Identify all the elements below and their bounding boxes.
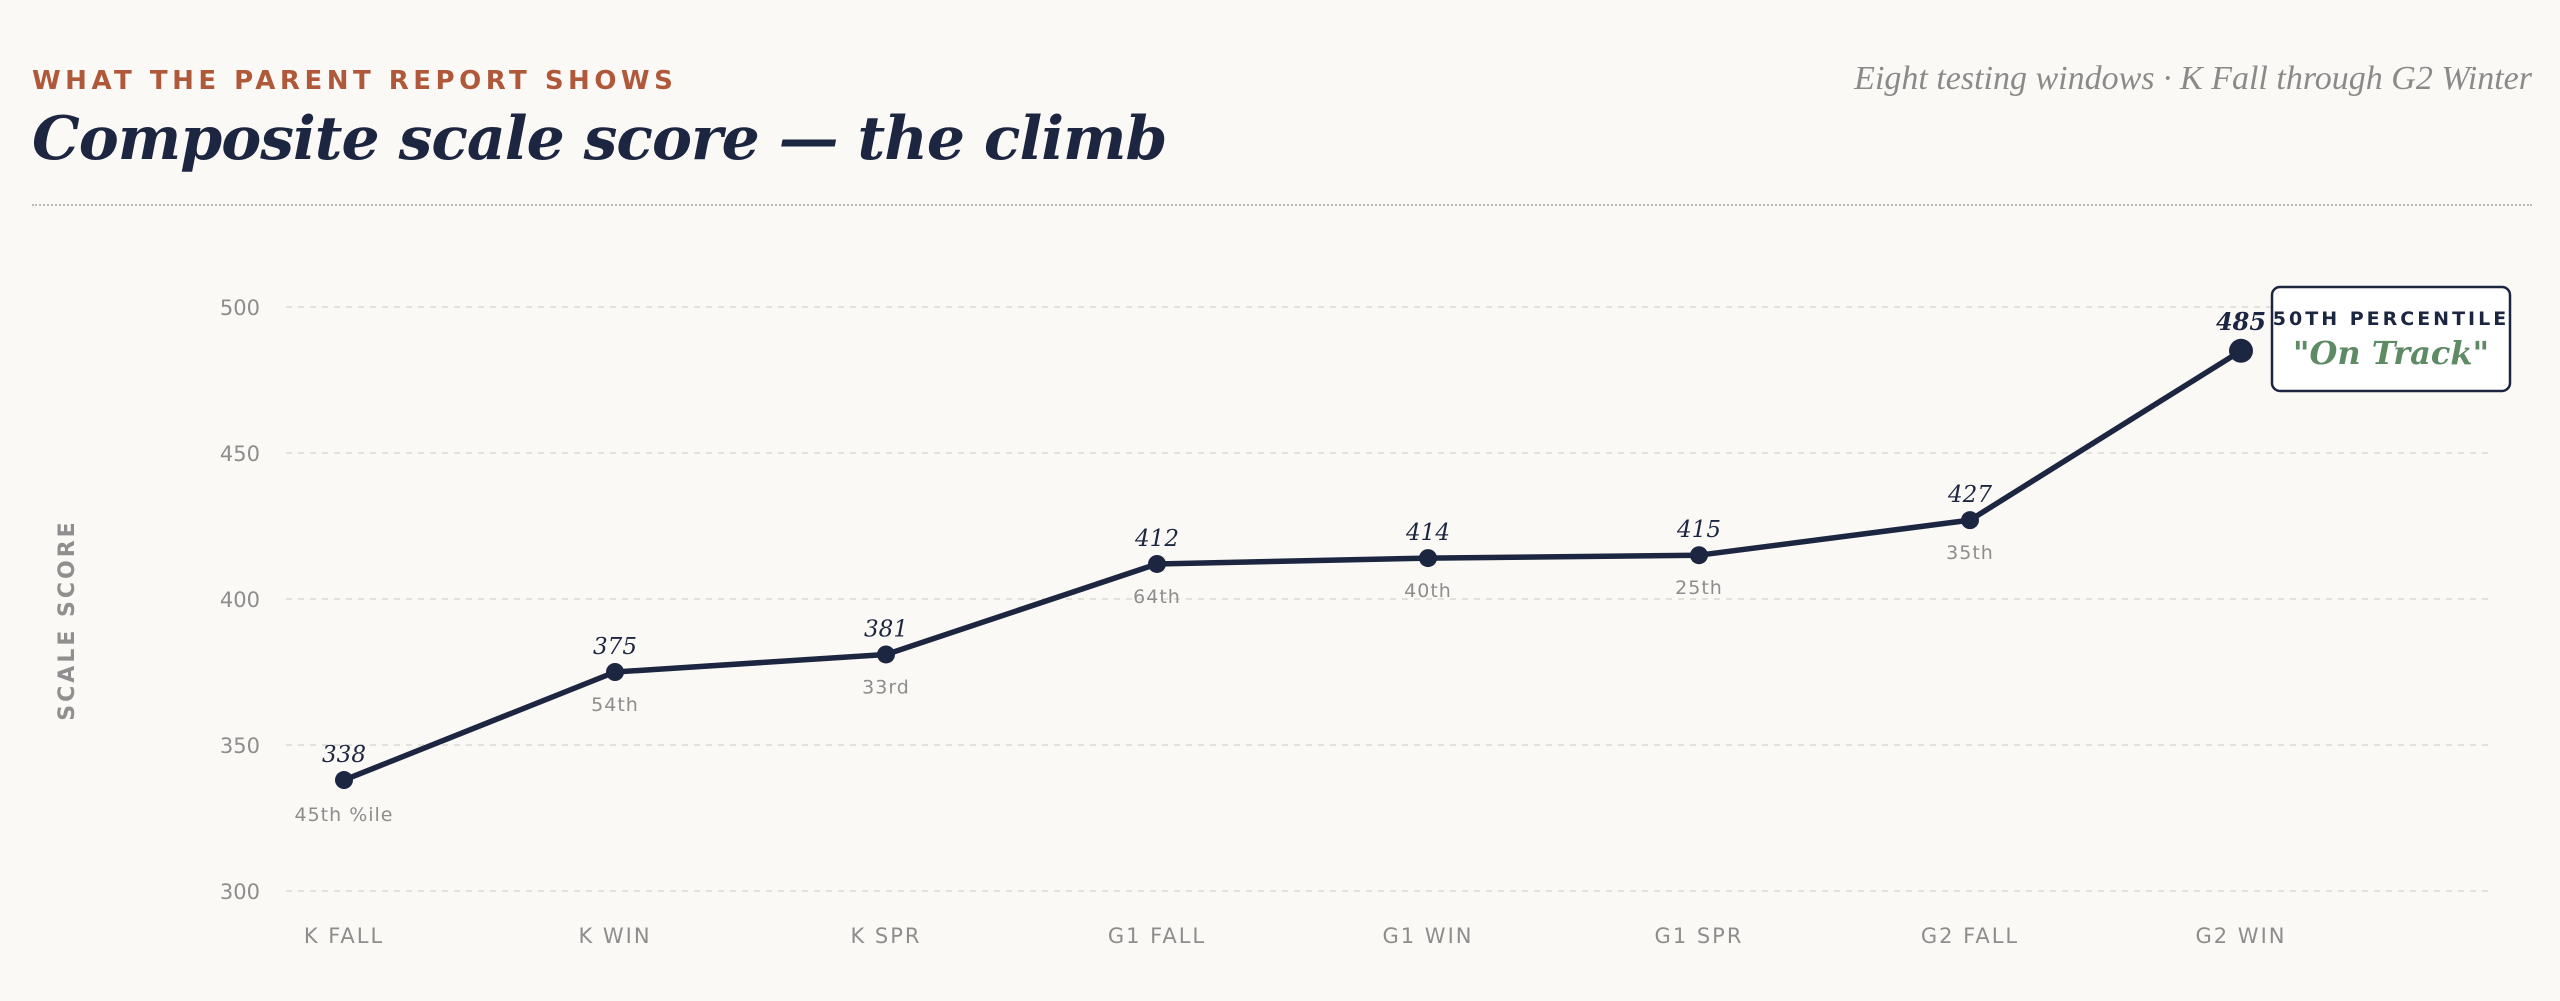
- eyebrow-label: WHAT THE PARENT REPORT SHOWS: [32, 66, 678, 96]
- callout-status: "On Track": [2293, 334, 2489, 372]
- data-point: [1148, 554, 1166, 573]
- percentile-label: 64th: [1133, 586, 1181, 608]
- x-tick-label: G1 FALL: [1108, 924, 1206, 948]
- data-labels: 338 45th %ile 375 54th 381 33rd 412 64th 414 40th…: [294, 307, 2266, 826]
- header-divider: [32, 204, 2532, 206]
- value-label: 427: [1947, 482, 1992, 508]
- data-point: [1961, 511, 1979, 530]
- gridlines: [286, 306, 2490, 892]
- y-axis-ticks: 300 350 400 450 500: [220, 296, 260, 904]
- callout-heading: 50TH PERCENTILE: [2273, 308, 2509, 330]
- data-point: [1419, 549, 1437, 568]
- data-point: [335, 771, 353, 790]
- percentile-label: 33rd: [862, 676, 910, 698]
- y-tick-label: 500: [220, 296, 260, 320]
- score-line: [341, 348, 2244, 783]
- y-tick-label: 300: [220, 880, 260, 904]
- y-axis-title: SCALE SCORE: [55, 519, 80, 720]
- series-points: [335, 338, 2253, 790]
- page-subtitle: Eight testing windows · K Fall through G…: [1854, 60, 2532, 97]
- value-label: 415: [1676, 517, 1721, 543]
- value-label: 414: [1405, 520, 1450, 546]
- data-point: [1690, 546, 1708, 565]
- data-point: [2229, 338, 2253, 363]
- x-tick-label: K FALL: [304, 924, 384, 948]
- y-tick-label: 400: [220, 588, 260, 612]
- x-tick-label: K SPR: [850, 924, 921, 948]
- callout-box: [2270, 285, 2512, 393]
- value-label: 381: [864, 616, 908, 642]
- page-title: Composite scale score — the climb: [32, 104, 1167, 174]
- value-label: 412: [1134, 526, 1179, 552]
- series-line: [341, 348, 2244, 783]
- percentile-callout: 50TH PERCENTILE "On Track": [2270, 285, 2512, 393]
- x-tick-label: G2 WIN: [2196, 924, 2287, 948]
- data-point: [877, 645, 895, 664]
- percentile-label: 45th %ile: [294, 804, 393, 826]
- y-tick-label: 450: [220, 442, 260, 466]
- x-tick-label: G1 SPR: [1655, 924, 1744, 948]
- x-tick-label: G2 FALL: [1921, 924, 2019, 948]
- percentile-label: 40th: [1404, 580, 1452, 602]
- value-label: 338: [322, 742, 366, 768]
- percentile-label: 35th: [1946, 542, 1994, 564]
- x-axis-ticks: K FALL K WIN K SPR G1 FALL G1 WIN G1 SPR G2 FA…: [304, 924, 2287, 948]
- data-point: [606, 663, 624, 681]
- percentile-label: 54th: [591, 694, 639, 716]
- value-label: 375: [593, 634, 637, 660]
- value-label: 485: [2216, 307, 2266, 336]
- y-tick-label: 350: [220, 734, 260, 758]
- x-tick-label: G1 WIN: [1383, 924, 1474, 948]
- x-tick-label: K WIN: [578, 924, 651, 948]
- percentile-label: 25th: [1675, 577, 1723, 599]
